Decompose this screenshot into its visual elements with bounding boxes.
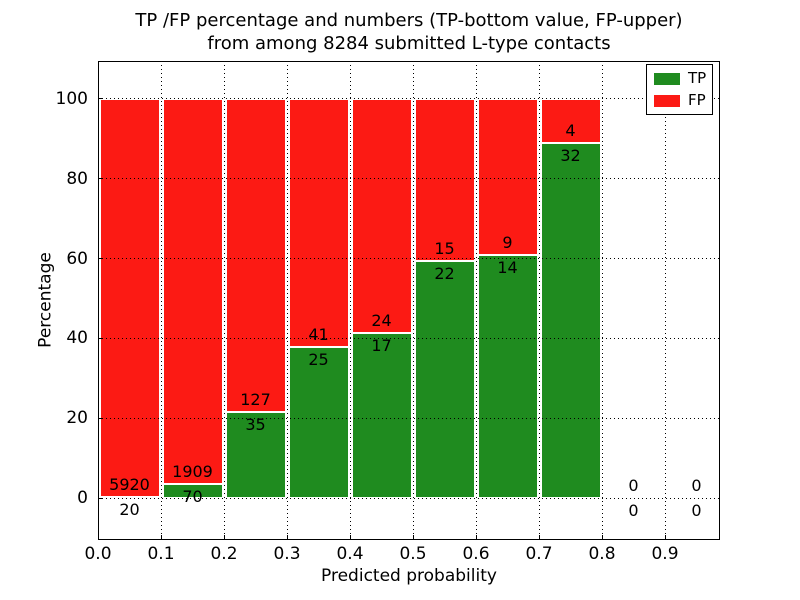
y-tick-mark	[98, 497, 103, 499]
tp-count-label: 0	[691, 501, 702, 521]
fp-bar-segment	[540, 98, 601, 144]
plot-area: 5920 20 1909 70 127 35 41 25 24 17 15 22 9 14 4 32 0 0 0 0	[97, 61, 720, 540]
x-tick-label: 0.8	[588, 544, 616, 564]
gridline-v	[475, 61, 477, 540]
x-tick-mark	[97, 535, 99, 540]
legend-swatch-fp	[654, 94, 680, 107]
x-tick-label: 0.3	[273, 544, 301, 564]
tp-count-label: 0	[628, 501, 639, 521]
x-tick-label: 0.4	[336, 544, 364, 564]
fp-bar-segment	[288, 98, 349, 347]
fp-bar-segment	[225, 98, 286, 412]
x-tick-mark	[475, 535, 477, 540]
fp-bar-segment	[414, 98, 475, 261]
fp-bar-segment	[99, 98, 160, 497]
tp-count-label: 32	[560, 146, 581, 166]
fp-count-label: 9	[502, 233, 513, 253]
legend-label-fp: FP	[688, 91, 706, 109]
tp-count-label: 25	[308, 349, 329, 369]
x-tick-label: 0.5	[399, 544, 427, 564]
legend-entry-fp: FP	[654, 91, 706, 109]
legend-label-tp: TP	[688, 69, 707, 87]
fp-count-label: 0	[691, 476, 702, 496]
legend-entry-tp: TP	[654, 69, 707, 87]
y-tick-label: 100	[55, 88, 88, 109]
fp-count-label: 41	[308, 324, 329, 344]
tp-count-label: 70	[182, 486, 203, 506]
x-tick-mark	[223, 535, 225, 540]
fp-count-label: 15	[434, 238, 455, 258]
gridline-h	[98, 337, 720, 339]
x-axis-label: Predicted probability	[321, 566, 497, 586]
tp-bar-segment	[540, 143, 601, 499]
x-tick-label: 0.9	[651, 544, 679, 564]
gridline-h	[98, 98, 720, 100]
tp-bar-segment	[162, 483, 223, 499]
tp-bar-segment	[477, 255, 538, 499]
gridline-v	[160, 61, 162, 540]
gridline-h	[98, 417, 720, 419]
tp-count-label: 17	[371, 335, 392, 355]
fp-bar-segment	[162, 98, 223, 484]
y-tick-label: 80	[66, 168, 88, 189]
x-tick-mark	[160, 535, 162, 540]
y-tick-label: 0	[77, 488, 88, 509]
x-tick-label: 0.0	[84, 544, 112, 564]
y-tick-mark	[98, 178, 103, 180]
x-tick-mark	[664, 535, 666, 540]
gridline-h	[98, 258, 720, 260]
y-tick-mark	[98, 417, 103, 419]
tp-bar-segment	[351, 332, 412, 499]
tp-bar-segment	[414, 260, 475, 499]
tp-count-label: 35	[245, 414, 266, 434]
fp-bar-segment	[351, 98, 412, 333]
x-tick-mark	[538, 535, 540, 540]
x-tick-label: 0.7	[525, 544, 553, 564]
x-tick-mark	[412, 535, 414, 540]
fp-count-label: 5920	[109, 474, 150, 494]
fp-count-label: 127	[240, 389, 271, 409]
fp-count-label: 0	[628, 476, 639, 496]
x-tick-mark	[349, 535, 351, 540]
tp-count-label: 14	[497, 258, 518, 278]
gridline-v	[538, 61, 540, 540]
gridline-v	[286, 61, 288, 540]
gridline-v	[349, 61, 351, 540]
gridline-v	[601, 61, 603, 540]
fp-bar-segment	[477, 98, 538, 256]
x-tick-label: 0.6	[462, 544, 490, 564]
fp-count-label: 4	[565, 121, 576, 141]
gridline-v	[223, 61, 225, 540]
gridline-v	[412, 61, 414, 540]
y-tick-label: 60	[66, 248, 88, 269]
tp-bar-segment	[225, 411, 286, 499]
x-tick-label: 0.1	[147, 544, 175, 564]
x-tick-label: 0.2	[210, 544, 238, 564]
fp-count-label: 24	[371, 310, 392, 330]
chart-title: TP /FP percentage and numbers (TP-bottom…	[98, 10, 720, 55]
x-tick-mark	[601, 535, 603, 540]
y-tick-mark	[98, 258, 103, 260]
legend: TP FP	[646, 64, 713, 115]
y-tick-mark	[98, 337, 103, 339]
tp-bar-segment	[288, 346, 349, 499]
y-tick-label: 40	[66, 328, 88, 349]
chart-title-line-1: TP /FP percentage and numbers (TP-bottom…	[135, 10, 683, 31]
tp-count-label: 20	[119, 499, 140, 519]
x-tick-mark	[286, 535, 288, 540]
chart-title-line-2: from among 8284 submitted L-type contact…	[207, 32, 611, 54]
tp-count-label: 22	[434, 263, 455, 283]
gridline-v	[664, 61, 666, 540]
legend-swatch-tp	[654, 72, 680, 85]
y-tick-label: 20	[66, 408, 88, 429]
fp-count-label: 1909	[172, 461, 213, 481]
y-tick-mark	[98, 98, 103, 100]
gridline-h	[98, 497, 720, 499]
gridline-h	[98, 178, 720, 180]
